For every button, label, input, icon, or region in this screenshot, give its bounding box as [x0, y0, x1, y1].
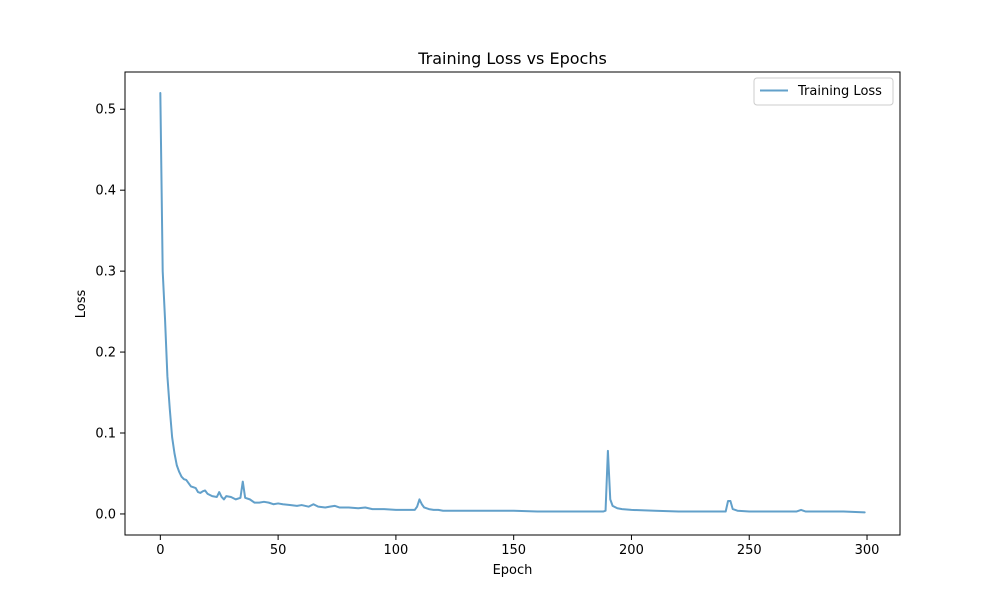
- legend-box: [753, 77, 894, 106]
- y-tick-label: 0.1: [95, 427, 116, 442]
- y-tick-label: 0.5: [95, 103, 116, 118]
- x-tick-label: 200: [619, 543, 644, 558]
- x-tick-label: 150: [501, 543, 526, 558]
- y-tick-label: 0.0: [95, 507, 116, 522]
- x-tick-label: 50: [270, 543, 287, 558]
- series-line-training-loss: [159, 92, 866, 514]
- x-axis-label: Epoch: [493, 563, 533, 578]
- plot-frame: [124, 71, 901, 536]
- plot-area: 0 50 100 150 200 250 300 0.0 0.1 0.2 0.3 0.4 0.5: [95, 71, 901, 558]
- x-tick-label: 300: [855, 543, 880, 558]
- y-tick-label: 0.2: [95, 346, 116, 361]
- x-tick-label: 0: [156, 543, 164, 558]
- y-tick-label: 0.3: [95, 265, 116, 280]
- x-tick-label: 100: [383, 543, 408, 558]
- x-tick-label: 250: [737, 543, 762, 558]
- legend-label: Training Loss: [797, 84, 882, 99]
- y-tick-label: 0.4: [95, 184, 116, 199]
- y-axis-label: Loss: [74, 290, 89, 319]
- chart-title: Training Loss vs Epochs: [417, 49, 607, 68]
- chart-legend: Training Loss: [753, 77, 894, 106]
